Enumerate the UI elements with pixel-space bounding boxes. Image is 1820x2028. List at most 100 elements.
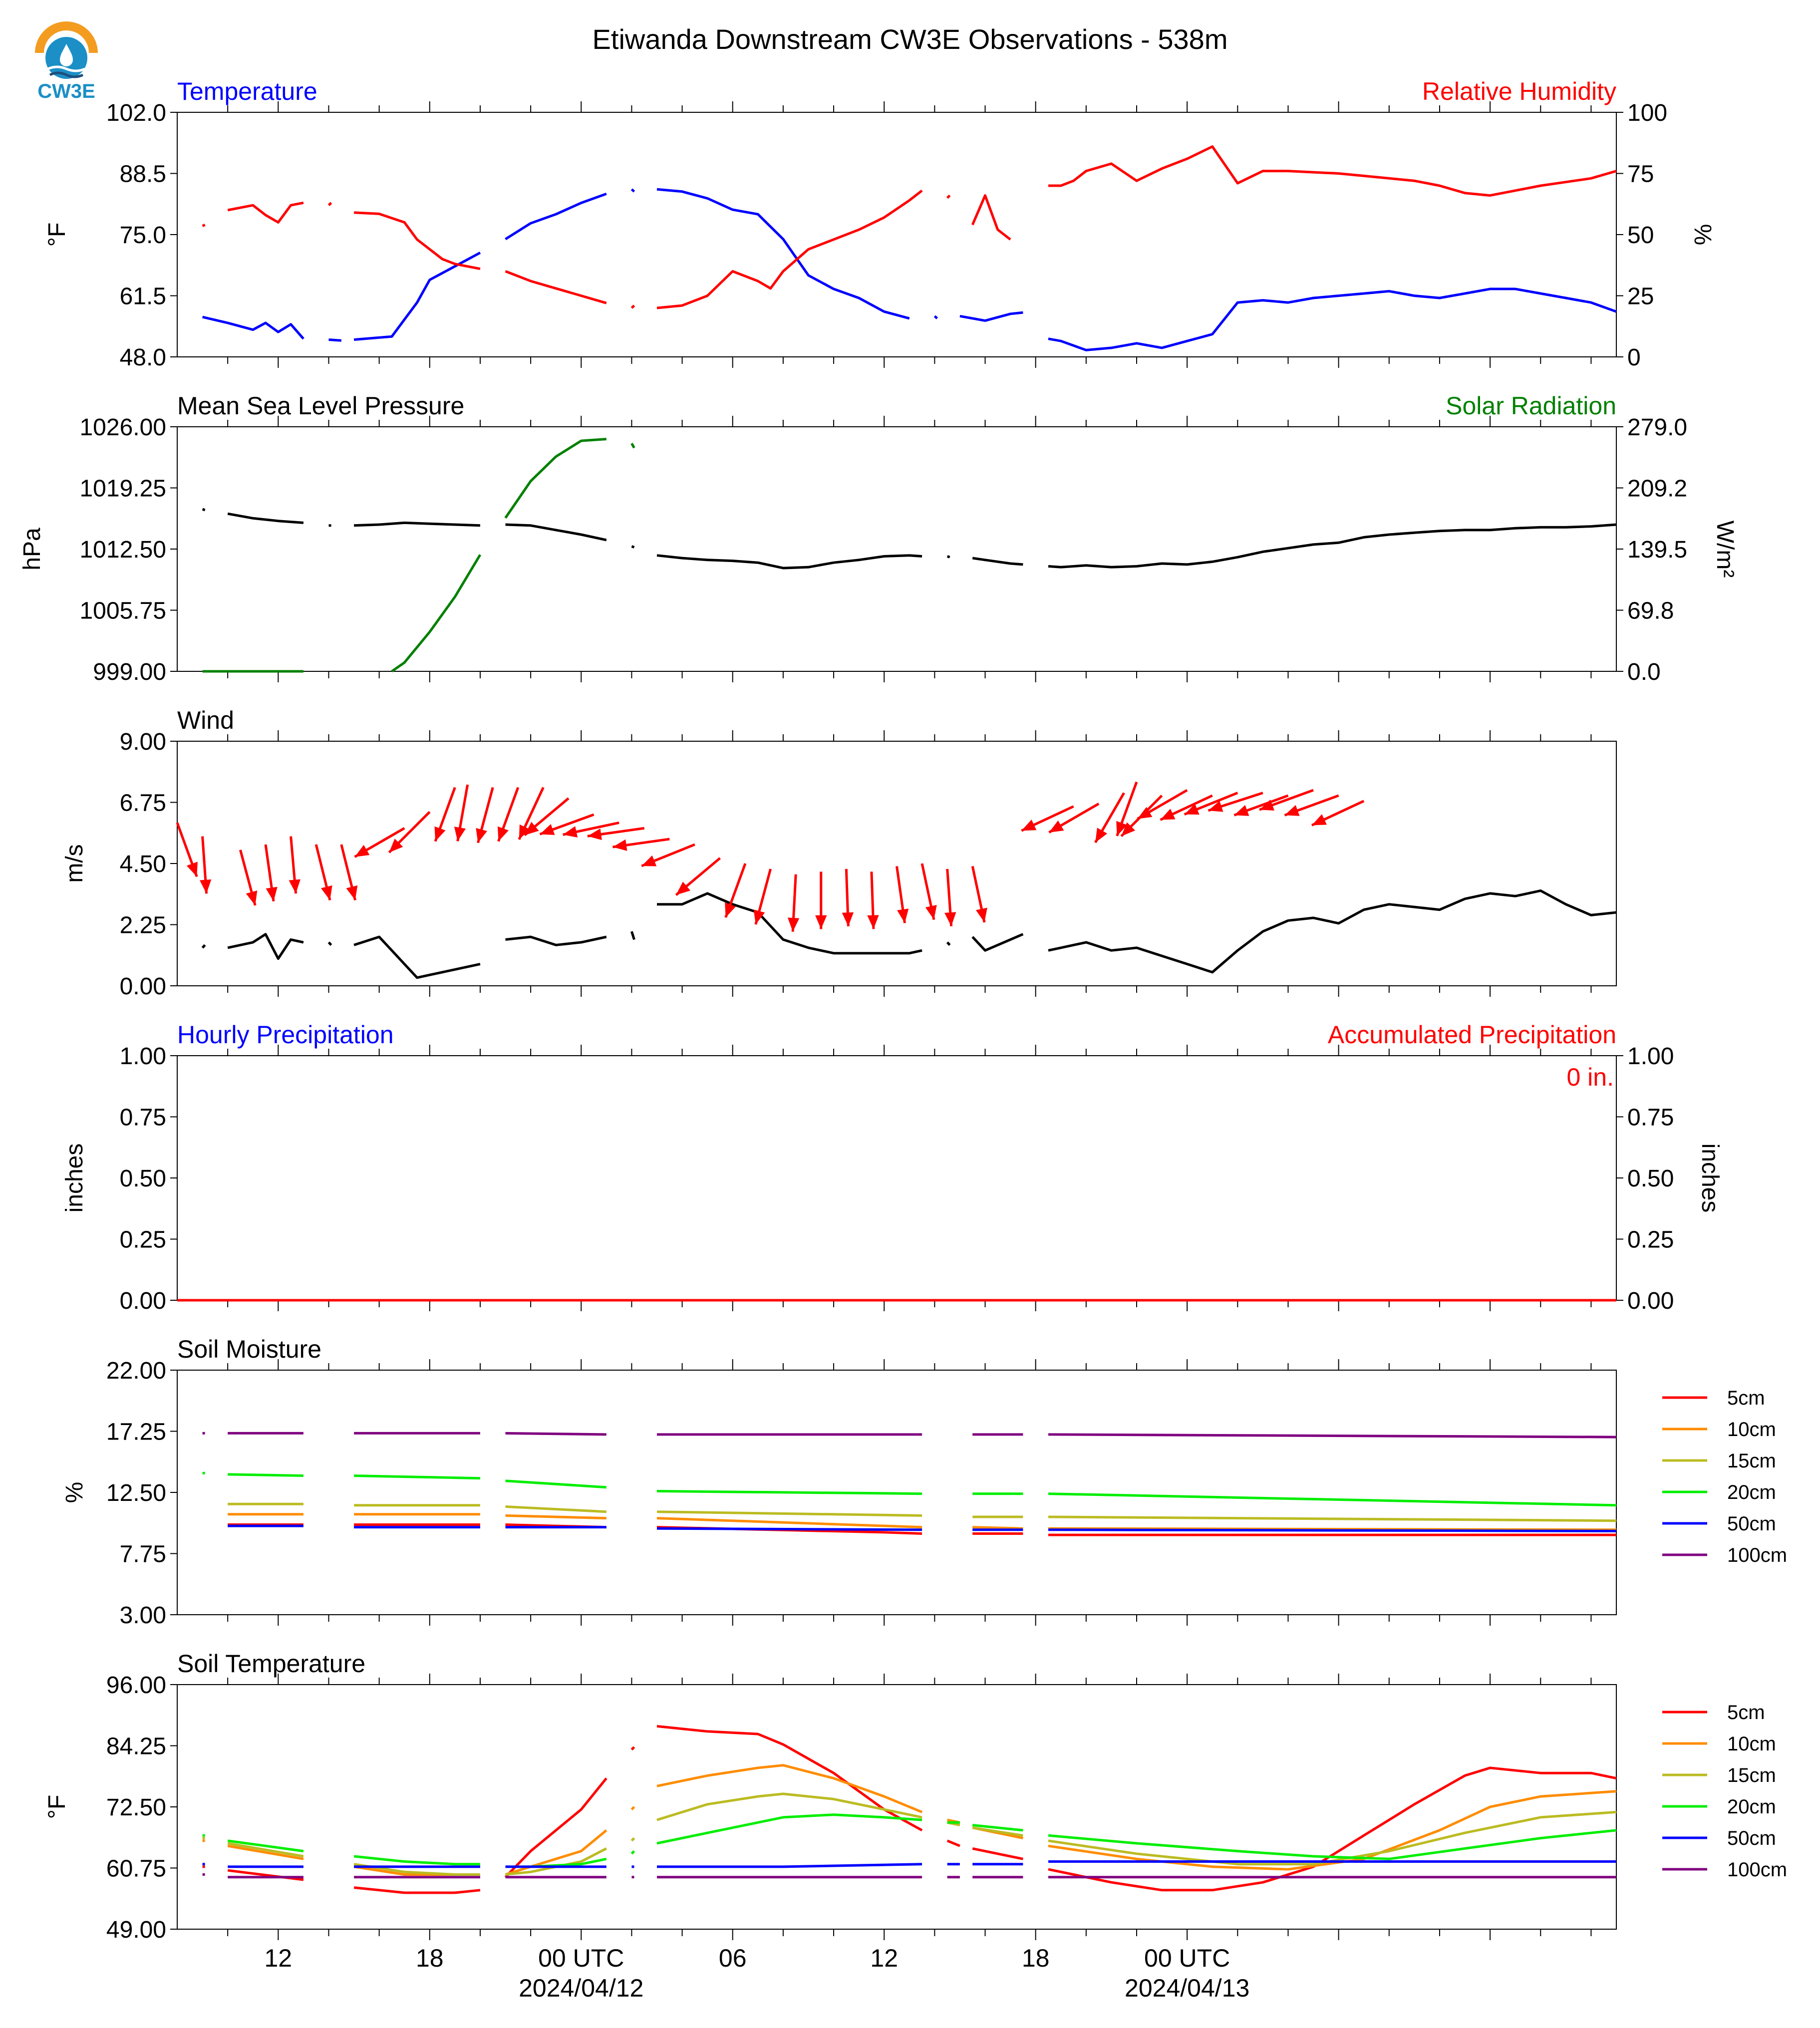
xtick-label: 12 bbox=[265, 1944, 293, 1972]
series-0-line bbox=[946, 555, 950, 559]
series-5cm-line bbox=[946, 1839, 960, 1847]
wind-arrowhead bbox=[1116, 821, 1128, 836]
ytick-label-left: 96.00 bbox=[106, 1672, 166, 1699]
series-20cm-line bbox=[1048, 1829, 1617, 1860]
ytick-label-right: 0.00 bbox=[1627, 1288, 1674, 1314]
series-10cm-line bbox=[656, 1764, 923, 1813]
ytick-label-right: 69.8 bbox=[1627, 598, 1674, 624]
chart-panels: Temperature Relative Humidity 48.0 61.5 75.0… bbox=[19, 77, 1787, 2002]
series-20cm-line bbox=[505, 1479, 607, 1489]
wind-arrowhead bbox=[524, 822, 539, 836]
panel-frame bbox=[177, 1055, 1617, 1301]
series-0-line bbox=[933, 315, 938, 319]
panel-title-left: Soil Moisture bbox=[177, 1335, 321, 1363]
wind-arrowhead bbox=[454, 827, 466, 842]
wind-arrowhead bbox=[944, 912, 956, 926]
wind-arrowhead bbox=[925, 905, 937, 920]
panel-soil-temperature: Soil Temperature 49.00 60.75 72.50 84.25 96.0… bbox=[44, 1650, 1787, 1943]
series-1-line bbox=[630, 443, 635, 449]
series-0-line bbox=[353, 935, 481, 979]
xtick-label: 18 bbox=[416, 1944, 444, 1972]
ytick-label-left: 61.5 bbox=[120, 284, 166, 310]
series-0-line bbox=[630, 931, 635, 940]
ylabel-left: hPa bbox=[19, 528, 45, 571]
ytick-label-left: 84.25 bbox=[106, 1734, 166, 1760]
series-20cm-line bbox=[354, 1474, 480, 1480]
series-15cm-line bbox=[630, 1837, 635, 1842]
wind-arrowhead bbox=[497, 826, 509, 842]
wind-arrowhead bbox=[815, 915, 827, 929]
legend-label: 10cm bbox=[1727, 1419, 1776, 1441]
wind-arrowhead bbox=[1121, 822, 1136, 837]
series-20cm-line bbox=[656, 1489, 922, 1495]
ytick-label-left: 48.0 bbox=[120, 344, 166, 371]
series-15cm-line bbox=[1048, 1515, 1617, 1522]
wind-arrowhead bbox=[320, 885, 332, 900]
panel-title-left: Mean Sea Level Pressure bbox=[177, 392, 464, 420]
ylabel-right: % bbox=[1689, 224, 1716, 246]
series-0-line bbox=[946, 941, 951, 946]
xtick-label: 12 bbox=[870, 1944, 898, 1972]
series-0-line bbox=[505, 192, 607, 241]
wind-arrowhead bbox=[200, 879, 212, 894]
wind-arrowhead bbox=[725, 902, 736, 918]
wind-arrowhead bbox=[563, 826, 578, 838]
series-0-line bbox=[328, 338, 341, 342]
logo-sun-arc bbox=[35, 21, 98, 53]
ytick-label-right: 100 bbox=[1627, 100, 1667, 126]
panel-frame bbox=[177, 426, 1617, 672]
panel-title-right: Solar Radiation bbox=[1446, 392, 1616, 420]
ytick-label-right: 279.0 bbox=[1627, 414, 1687, 441]
ytick-label-left: 72.50 bbox=[106, 1794, 166, 1821]
series-0-line bbox=[657, 892, 922, 955]
series-50cm-line bbox=[656, 1527, 922, 1531]
series-15cm-line bbox=[353, 1863, 480, 1876]
ylabel-right: W/m² bbox=[1712, 521, 1738, 578]
series-1-line bbox=[946, 194, 951, 199]
series-100cm-line bbox=[1048, 1433, 1617, 1439]
wind-arrowhead bbox=[289, 879, 301, 894]
ylabel-right: inches bbox=[1697, 1144, 1723, 1213]
ytick-label-left: 1026.00 bbox=[79, 414, 166, 441]
series-0-line bbox=[327, 941, 332, 946]
ytick-label-left: 1.00 bbox=[120, 1043, 166, 1070]
series-10cm-line bbox=[1048, 1527, 1617, 1531]
series-20cm-line bbox=[353, 1855, 480, 1866]
legend-label: 10cm bbox=[1727, 1733, 1776, 1755]
wind-arrowhead bbox=[1095, 828, 1108, 843]
series-20cm-line bbox=[656, 1813, 922, 1845]
wind-arrowhead bbox=[1137, 807, 1153, 819]
ytick-label-left: 0.50 bbox=[120, 1165, 166, 1192]
wind-arrowhead bbox=[246, 890, 258, 905]
wind-arrowhead bbox=[354, 845, 370, 857]
panel-soil-moisture: Soil Moisture 3.00 7.75 12.50 17.25 22.00% 5cm… bbox=[61, 1335, 1787, 1629]
series-100cm-line bbox=[505, 1432, 607, 1436]
ytick-label-left: 1019.25 bbox=[79, 476, 166, 502]
series-0-line bbox=[656, 554, 922, 570]
wind-arrowhead bbox=[540, 824, 555, 835]
panel-wind: Wind 0.00 2.25 4.50 6.75 9.00 m/s bbox=[61, 706, 1617, 1000]
series-15cm-line bbox=[656, 1792, 922, 1821]
wind-arrowhead bbox=[1021, 820, 1037, 831]
series-0-line bbox=[505, 523, 607, 542]
series-20cm-line bbox=[1048, 1492, 1617, 1507]
series-0-line bbox=[630, 188, 635, 193]
wind-arrowhead bbox=[1049, 820, 1064, 833]
wind-arrowhead bbox=[842, 912, 854, 926]
series-50cm-line bbox=[657, 1863, 922, 1868]
panel-pressure-solar: Mean Sea Level Pressure Solar Radiation 99… bbox=[19, 392, 1738, 685]
series-0-line bbox=[1048, 523, 1617, 569]
wind-arrowhead bbox=[587, 828, 602, 840]
ylabel-left: m/s bbox=[61, 844, 88, 882]
wind-arrowhead bbox=[186, 862, 198, 877]
ytick-label-left: 12.50 bbox=[106, 1480, 166, 1506]
panel-title-left: Temperature bbox=[177, 77, 317, 105]
legend-label: 5cm bbox=[1727, 1387, 1765, 1409]
series-0-line bbox=[202, 508, 206, 512]
wind-arrowhead bbox=[1284, 805, 1300, 816]
ytick-label-left: 4.50 bbox=[120, 851, 166, 877]
wind-arrowhead bbox=[389, 839, 403, 853]
ytick-label-right: 139.5 bbox=[1627, 537, 1687, 563]
series-0-line bbox=[1048, 288, 1617, 351]
series-1-line bbox=[1048, 145, 1617, 197]
